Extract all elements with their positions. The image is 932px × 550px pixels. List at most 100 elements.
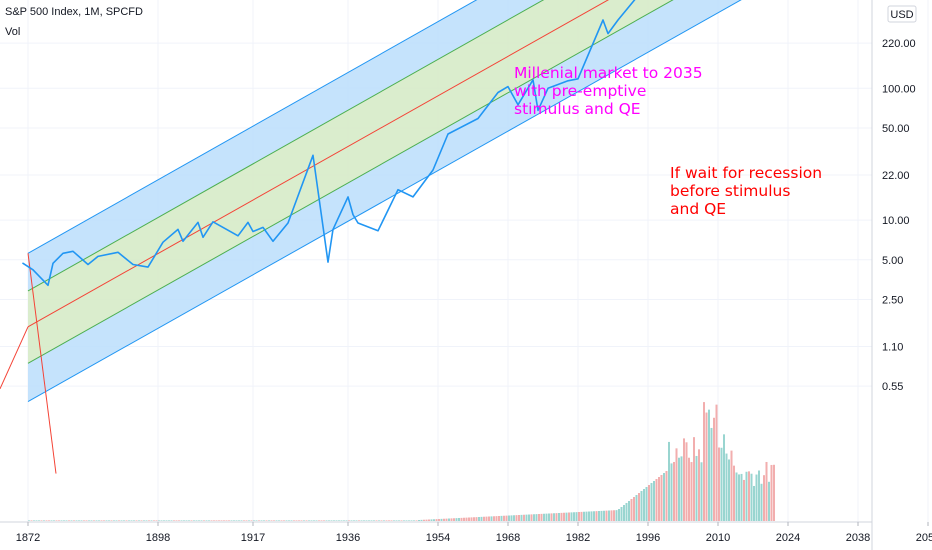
volume-bar [463, 517, 465, 521]
volume-bar [525, 514, 528, 521]
volume-bar [640, 491, 643, 521]
volume-bar [715, 404, 718, 521]
channel-outer-lower [27, 0, 742, 402]
volume-bar [125, 520, 128, 521]
volume-bar [68, 520, 70, 521]
volume-bar [273, 520, 275, 521]
volume-bar [690, 462, 693, 521]
volume-bar [773, 464, 775, 521]
volume-bar [415, 520, 418, 521]
volume-bar [725, 453, 728, 521]
volume-bar [143, 520, 145, 521]
volume-bar [168, 520, 170, 521]
volume-bar [293, 520, 295, 521]
volume-bar [308, 520, 310, 521]
volume-bar [508, 515, 510, 521]
volume-bar [228, 520, 230, 521]
millennial-note-line: Millenial market to 2035 [514, 64, 703, 82]
recession-note-line: If wait for recession [670, 164, 822, 182]
volume-bar [548, 513, 550, 521]
volume-bar [488, 516, 490, 521]
volume-bar [255, 520, 258, 521]
volume-bar [88, 520, 90, 521]
price-tick-label: 10.00 [882, 215, 910, 227]
volume-bar [353, 520, 355, 521]
volume-bar [325, 520, 328, 521]
volume-bar [315, 520, 318, 521]
volume-bar [553, 513, 555, 521]
volume-bar [335, 520, 338, 521]
volume-bar [503, 515, 505, 521]
regression-channel [0, 0, 742, 474]
recession-note-line: and QE [670, 200, 726, 218]
currency-badge[interactable]: USD [890, 9, 913, 21]
volume-bar [370, 520, 373, 521]
volume-bar [400, 520, 403, 521]
volume-bar [733, 465, 735, 521]
volume-bar [535, 514, 538, 521]
time-axis[interactable]: 1872 1898 1917 1936 1954 1968 1982 1996 2010 2024… [16, 522, 932, 544]
volume-bar [85, 520, 88, 521]
volume-bar [700, 462, 703, 521]
volume-bar [650, 483, 653, 521]
volume-bar [438, 519, 440, 521]
volume-bar [498, 516, 500, 521]
volume-bar [48, 520, 50, 521]
volume-bar [350, 520, 353, 521]
volume-bar [555, 513, 558, 521]
time-tick-label: 1982 [566, 532, 590, 544]
volume-bar [378, 520, 380, 521]
volume-bar [215, 520, 218, 521]
volume-bar [253, 520, 255, 521]
volume-bar [473, 517, 475, 521]
volume-bar [668, 441, 670, 521]
volume-bar [395, 520, 398, 521]
volume-bar [250, 520, 253, 521]
volume-bar [323, 520, 325, 521]
volume-bar [180, 520, 183, 521]
volume-bar [70, 520, 73, 521]
volume-bar [600, 510, 603, 521]
volume-bar [363, 520, 365, 521]
volume-bar [225, 520, 228, 521]
volume-bar [410, 520, 413, 521]
volume-bar [188, 520, 190, 521]
time-tick-label: 1996 [636, 532, 660, 544]
volume-bar [223, 520, 225, 521]
volume-bar [195, 520, 198, 521]
price-tick-label: 50.00 [882, 123, 910, 135]
price-series [22, 0, 636, 287]
volume-bar [205, 520, 208, 521]
volume-bar [578, 512, 580, 521]
volume-bar [333, 520, 335, 521]
volume-bar [695, 455, 698, 521]
volume-bar [128, 520, 130, 521]
volume-bar [680, 456, 683, 521]
volume-bar [643, 489, 645, 521]
volume-bar [380, 520, 383, 521]
volume-bar [550, 513, 553, 521]
volume-bar [248, 520, 250, 521]
volume-bar [408, 520, 410, 521]
volume-bar [165, 520, 168, 521]
volume-bar [568, 512, 570, 521]
volume-bar [453, 518, 455, 521]
volume-bar [118, 520, 120, 521]
volume-bar [300, 520, 303, 521]
volume-bar [765, 461, 768, 521]
volume-bar [398, 520, 400, 521]
volume-bar [675, 448, 678, 521]
price-tick-label: 5.00 [882, 255, 903, 267]
volume-bar [673, 461, 675, 521]
volume-bar [235, 520, 238, 521]
price-axis[interactable]: 220.00 100.00 50.00 22.00 10.00 5.00 2.50 1.10 0… [882, 38, 916, 393]
volume-bar [560, 512, 563, 521]
volume-bar [475, 517, 478, 521]
volume-bar [318, 520, 320, 521]
volume-bar [605, 510, 608, 521]
volume-bar [688, 457, 690, 521]
volume-bar [268, 520, 270, 521]
volume-bar [320, 520, 323, 521]
volume-bar [420, 519, 423, 521]
